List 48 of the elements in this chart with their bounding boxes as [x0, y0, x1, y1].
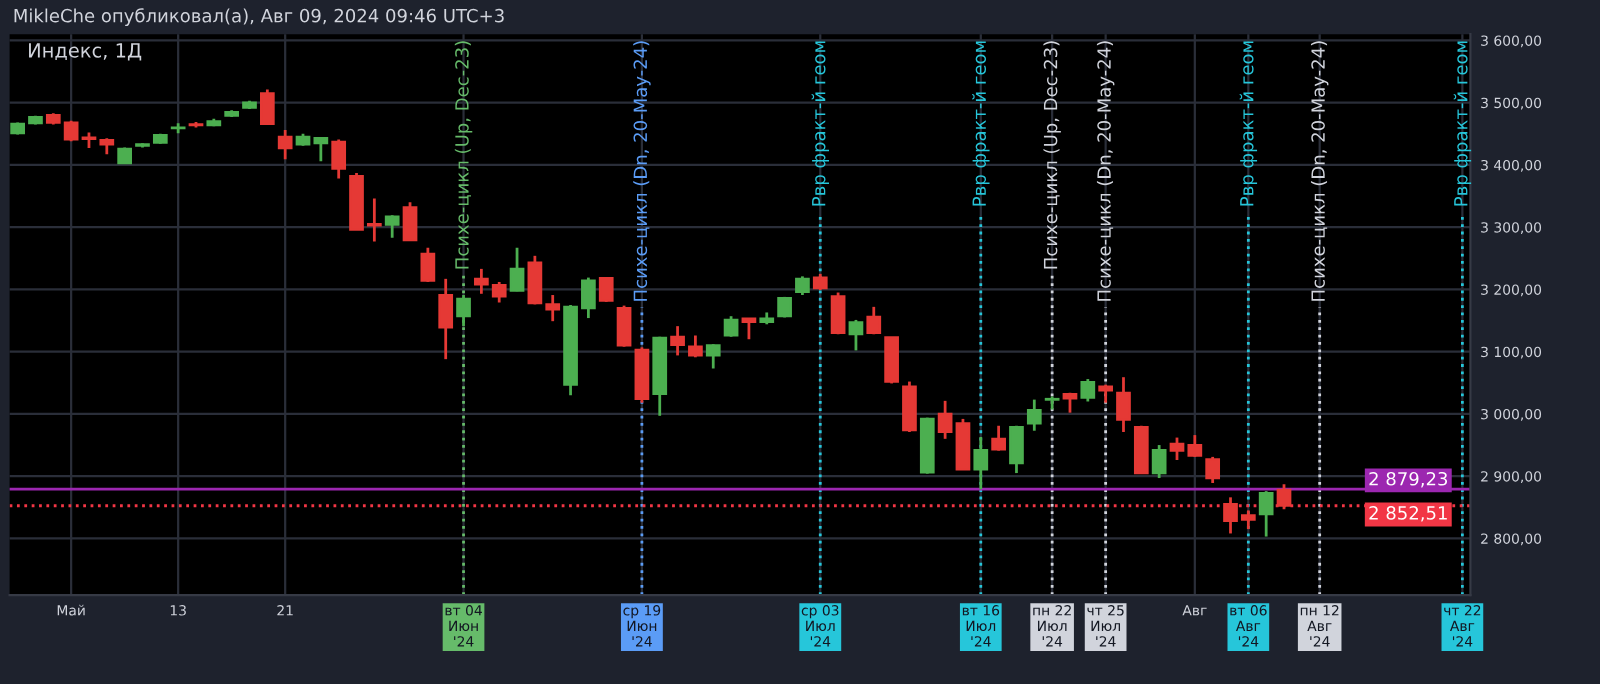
candlestick [955, 417, 971, 471]
ref-line-label: 2 879,23 [1369, 471, 1448, 488]
ref-line-label: Психе-цикл (Dn, 20-May-24) [1310, 41, 1329, 301]
candlestick [456, 293, 471, 328]
candlestick [1009, 424, 1024, 475]
candlestick [1205, 455, 1221, 485]
candlestick [1080, 377, 1096, 403]
candlestick [723, 314, 739, 339]
candlestick [1044, 395, 1060, 411]
candlestick [795, 274, 810, 297]
candlestick [277, 128, 293, 161]
candlestick [509, 246, 525, 293]
candlestick [973, 435, 989, 491]
candlestick [598, 276, 614, 304]
ref-line-label: Рвр фракт-й геом [811, 41, 829, 206]
candlestick [705, 342, 721, 370]
candlestick [616, 304, 632, 349]
candlestick [402, 200, 418, 242]
candlestick [259, 88, 275, 126]
chart-title: Индекс, 1Д [29, 43, 142, 61]
candlestick [830, 291, 846, 336]
ref-line-label: Рвр фракт-й геом [972, 41, 990, 206]
ref-line-label: Психе-цикл (Up, Dec-23) [454, 41, 473, 269]
candlestick [1026, 398, 1042, 433]
ref-line-label: Психе-цикл (Up, Dec-23) [1043, 41, 1061, 269]
candlestick [991, 424, 1006, 453]
ref-line-label: Рвр фракт-й геом [1453, 41, 1472, 206]
candlestick [384, 213, 400, 240]
candlestick [1151, 443, 1167, 480]
candlestick [866, 305, 882, 336]
candlestick [1258, 489, 1274, 538]
ref-line-label: Психе-цикл (Dn, 20-May-24) [1096, 41, 1115, 301]
candlestick [1133, 424, 1149, 475]
ref-line-label: Рвр фракт-й геом [1239, 41, 1258, 206]
candlestick [670, 324, 685, 357]
candlestick [438, 277, 454, 361]
candlestick [420, 246, 436, 284]
candlestick [884, 335, 899, 385]
candlestick [1276, 482, 1292, 511]
candlestick [937, 399, 953, 441]
candlestick [848, 318, 864, 352]
candlestick [741, 316, 757, 341]
text: MikleChe опубликовал(а), Авг 09, 2024 09:46 UTC+3 [14, 8, 504, 26]
ref-line-label: 2 852,51 [1369, 506, 1447, 522]
candlestick [1116, 375, 1131, 434]
ref-line-label: Психе-цикл (Dn, 20-May-24) [633, 41, 651, 301]
candlestick [902, 380, 917, 434]
candlestick [331, 138, 347, 181]
